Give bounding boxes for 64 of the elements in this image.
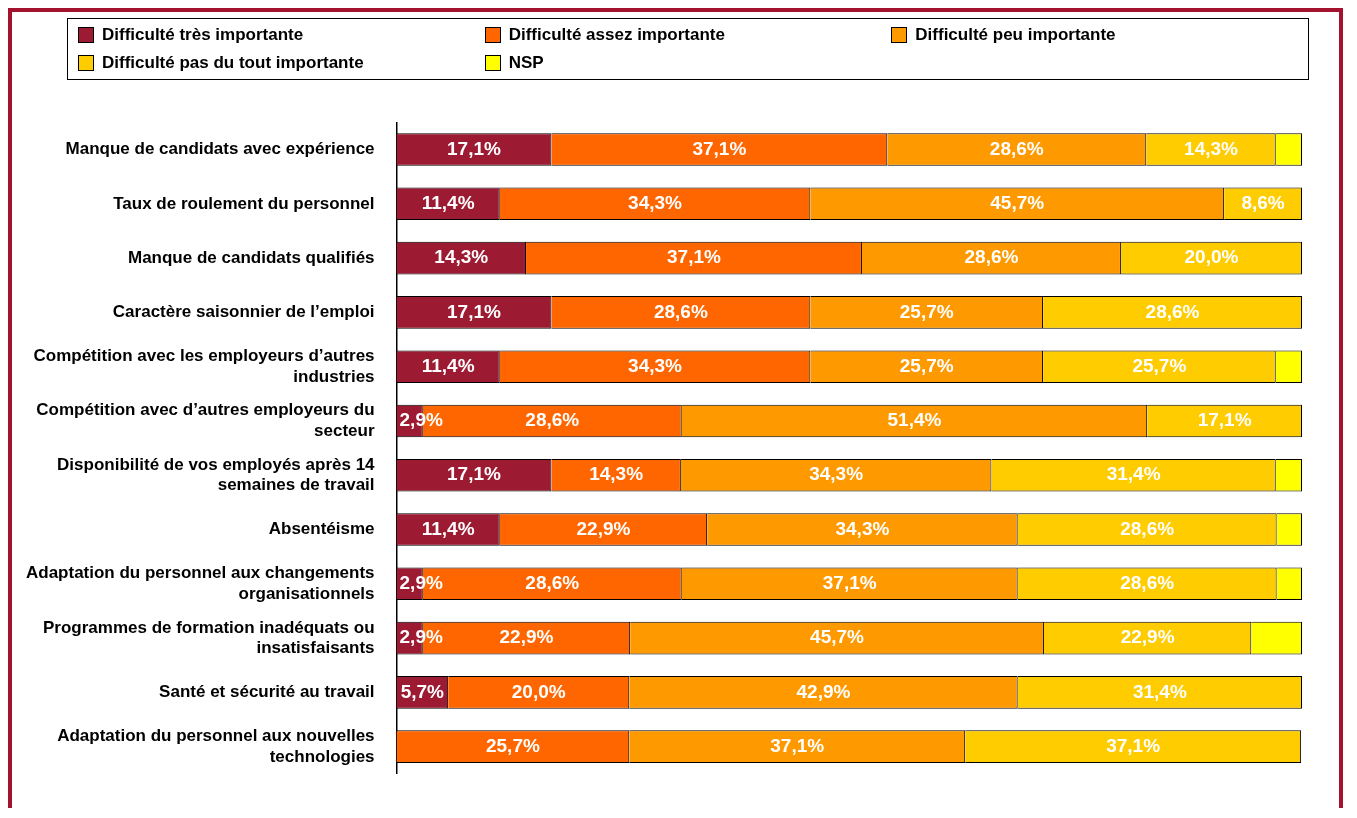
data-label: 14,3%	[434, 246, 489, 268]
data-label: 25,7%	[899, 300, 954, 322]
data-label: 37,1%	[1106, 734, 1161, 756]
legend-label: Difficulté pas du tout importante	[102, 53, 364, 73]
data-label: 42,9%	[796, 680, 851, 702]
data-label: 25,7%	[485, 734, 540, 756]
y-tick-label: Caractère saisonnier de l’emploi	[112, 302, 375, 322]
y-tick-label: Absentéisme	[268, 519, 375, 539]
y-tick-label: Disponibilité de vos employés après 14 semaines de travail	[57, 454, 376, 495]
data-label: 20,0%	[1184, 246, 1239, 268]
y-tick-label: Santé et sécurité au travail	[159, 682, 375, 702]
data-label: 2,9%	[399, 626, 443, 648]
data-label: 25,7%	[1132, 354, 1187, 376]
data-label: 37,1%	[692, 137, 747, 159]
data-label: 28,6%	[653, 300, 708, 322]
y-tick-label: Manque de candidats qualifiés	[127, 247, 375, 267]
data-label: 22,9%	[1120, 626, 1175, 648]
data-label: 2,9%	[399, 572, 443, 594]
data-label: 22,9%	[576, 517, 631, 539]
data-label: 2,9%	[399, 409, 443, 431]
data-label: 17,1%	[1197, 409, 1252, 431]
data-label: 37,1%	[770, 734, 825, 756]
legend-label: Difficulté peu importante	[915, 25, 1116, 45]
data-label: 14,3%	[1184, 137, 1239, 159]
data-label: 11,4%	[421, 354, 475, 376]
data-label: 28,6%	[989, 137, 1044, 159]
data-label: 45,7%	[810, 626, 865, 648]
y-tick-label: Compétition avec les employeurs d’autres industries	[33, 346, 375, 386]
y-tick-label: Compétition avec d’autres employeurs du secteur	[36, 400, 375, 440]
data-label: 17,1%	[447, 137, 502, 159]
data-label: 37,1%	[822, 572, 877, 594]
data-label: 28,6%	[525, 409, 580, 431]
data-label: 11,4%	[421, 192, 475, 214]
data-label: 34,3%	[835, 517, 890, 539]
y-tick-label: Programmes de formation inadéquats ou insatisfaisants	[42, 617, 375, 657]
data-label: 31,4%	[1132, 680, 1187, 702]
data-label: 20,0%	[511, 680, 566, 702]
legend-label: Difficulté très importante	[102, 25, 304, 45]
data-label: 28,6%	[525, 572, 580, 594]
data-label: 8,6%	[1241, 192, 1285, 214]
data-label: 14,3%	[589, 463, 644, 485]
y-tick-label: Adaptation du personnel aux nouvelles technologies	[57, 726, 375, 766]
data-label: 17,1%	[447, 463, 502, 485]
y-tick-label: Taux de roulement du personnel	[113, 193, 375, 213]
data-label: 17,1%	[447, 300, 502, 322]
data-label: 34,3%	[628, 354, 683, 376]
data-label: 25,7%	[899, 354, 954, 376]
data-label: 28,6%	[1120, 517, 1175, 539]
data-label: 45,7%	[990, 192, 1045, 214]
data-label: 31,4%	[1106, 463, 1161, 485]
data-label: 34,3%	[628, 192, 683, 214]
data-label: 28,6%	[964, 246, 1019, 268]
data-label: 5,7%	[400, 680, 445, 702]
y-tick-label: Adaptation du personnel aux changements organisationnels	[25, 563, 375, 603]
legend-label: Difficulté assez importante	[508, 25, 725, 45]
data-label: 51,4%	[887, 409, 942, 431]
data-label: 11,4%	[421, 517, 475, 539]
data-label: 28,6%	[1120, 572, 1175, 594]
data-label: 34,3%	[809, 463, 864, 485]
data-label: 28,6%	[1145, 300, 1200, 322]
data-label: 37,1%	[667, 246, 722, 268]
legend-label: NSP	[508, 53, 544, 73]
y-tick-label: Manque de candidats avec expérience	[65, 139, 375, 159]
data-label: 22,9%	[499, 626, 554, 648]
